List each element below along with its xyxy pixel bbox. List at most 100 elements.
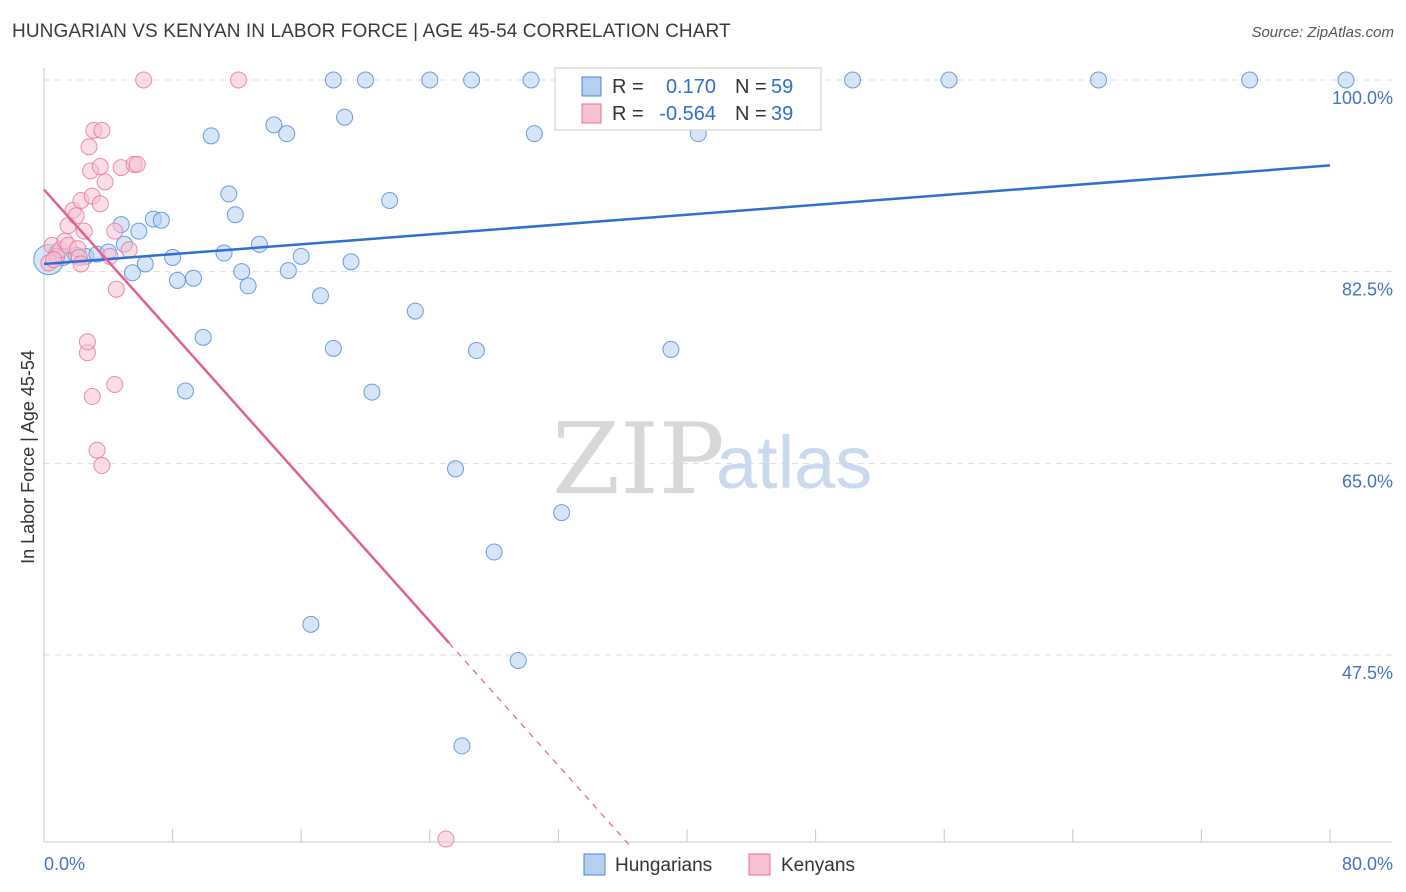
- kenyan-point-25: [93, 457, 111, 475]
- hungarian-point-33: [336, 108, 354, 126]
- kenyan-point-23: [91, 158, 109, 176]
- y-tick-label-0: 100.0%: [1332, 88, 1393, 108]
- legend-n-value-hungarians: 59: [771, 76, 793, 98]
- hungarian-point-37: [406, 302, 424, 320]
- axis-layer: 100.0% 82.5% 65.0% 47.5% 0.0% 80.0%: [43, 68, 1393, 874]
- hungarian-point-19: [202, 127, 220, 145]
- y-axis-title: In Labor Force | Age 45-54: [18, 350, 38, 564]
- hungarian-point-36: [381, 191, 399, 209]
- watermark-atlas: atlas: [716, 421, 872, 504]
- kenyan-point-13: [75, 222, 93, 240]
- chart-title: HUNGARIAN VS KENYAN IN LABOR FORCE | AGE…: [12, 21, 731, 42]
- kenyan-point-21: [88, 441, 106, 459]
- points-layer: [33, 71, 1355, 848]
- source-label: Source: ZipAtlas.com: [1251, 24, 1394, 41]
- hungarian-point-32: [324, 339, 342, 357]
- kenyan-point-30: [107, 280, 125, 298]
- stats-legend: R = 0.170 N = 59 R = -0.564 N = 39: [554, 67, 822, 131]
- x-tick-label-1: 80.0%: [1342, 854, 1393, 874]
- hungarian-point-15: [168, 271, 186, 289]
- series-legend-label-hungarians[interactable]: Hungarians: [615, 855, 712, 876]
- kenyan-point-29: [106, 375, 124, 393]
- hungarian-point-20: [215, 244, 233, 262]
- hungarian-point-48: [421, 71, 439, 89]
- hungarian-point-43: [553, 504, 571, 522]
- y-tick-label-2: 65.0%: [1342, 471, 1393, 491]
- hungarian-point-31: [311, 287, 329, 305]
- kenyan-point-26: [96, 173, 114, 191]
- kenyan-point-38: [45, 251, 63, 269]
- legend-n-label-kenyans: N =: [735, 103, 767, 125]
- kenyan-point-12: [72, 255, 90, 273]
- hungarian-point-34: [342, 253, 360, 271]
- y-tick-label-1: 82.5%: [1342, 280, 1393, 300]
- series-legend-label-kenyans[interactable]: Kenyans: [781, 855, 855, 876]
- hungarian-point-17: [194, 328, 212, 346]
- kenyan-trend-line: [43, 188, 451, 644]
- hungarian-point-57: [1337, 71, 1355, 89]
- hungarian-point-42: [525, 125, 543, 143]
- kenyan-point-36: [230, 71, 248, 89]
- hungarian-point-13: [152, 211, 170, 229]
- kenyan-point-35: [135, 71, 153, 89]
- kenyan-point-8: [67, 207, 85, 225]
- legend-r-label-kenyans: R =: [612, 103, 644, 125]
- hungarian-point-47: [357, 71, 374, 89]
- hungarian-point-11: [136, 255, 154, 273]
- trend-layer: [43, 164, 1331, 848]
- hungarian-point-41: [509, 651, 527, 669]
- series-legend-swatch-hungarians[interactable]: [583, 853, 606, 876]
- hungarian-point-39: [467, 342, 485, 360]
- kenyan-point-15: [78, 333, 96, 351]
- hungarian-point-9: [123, 264, 141, 282]
- watermark: ZIP atlas: [552, 403, 872, 517]
- hungarian-point-50: [522, 71, 540, 89]
- legend-n-value-kenyans: 39: [771, 103, 793, 125]
- series-legend-swatch-kenyans[interactable]: [748, 853, 771, 876]
- hungarian-point-26: [265, 116, 283, 134]
- hungarian-point-55: [1090, 71, 1108, 89]
- legend-swatch-hungarians: [581, 76, 602, 97]
- hungarian-point-54: [940, 71, 958, 89]
- kenyan-point-22: [91, 195, 109, 213]
- kenyan-point-24: [93, 121, 111, 139]
- hungarian-point-16: [184, 269, 202, 287]
- hungarian-point-35: [363, 383, 381, 401]
- hungarian-point-14: [164, 248, 182, 266]
- hungarian-point-46: [324, 71, 342, 89]
- legend-r-value-kenyans: -0.564: [659, 103, 716, 125]
- hungarian-point-29: [292, 247, 310, 265]
- hungarian-point-27: [278, 125, 296, 143]
- y-tick-label-3: 47.5%: [1342, 663, 1393, 683]
- hungarian-point-40: [485, 543, 503, 561]
- hungarian-trend-line: [43, 164, 1331, 266]
- watermark-zip: ZIP: [552, 403, 725, 517]
- hungarian-point-28: [279, 262, 297, 280]
- legend-n-label-hungarians: N =: [735, 76, 767, 98]
- legend-r-label-hungarians: R =: [612, 76, 644, 98]
- legend-swatch-kenyans: [581, 103, 602, 124]
- kenyan-point-32: [120, 241, 138, 259]
- x-tick-label-0: 0.0%: [44, 854, 85, 874]
- hungarian-point-25: [250, 235, 268, 253]
- hungarian-point-49: [463, 71, 481, 89]
- hungarian-point-23: [233, 263, 251, 281]
- legend-r-value-hungarians: 0.170: [666, 76, 716, 98]
- hungarian-point-38: [447, 460, 465, 478]
- hungarian-point-56: [1241, 71, 1259, 89]
- hungarian-point-10: [130, 222, 148, 240]
- hungarian-point-22: [226, 206, 244, 224]
- series-legend: Hungarians Kenyans: [583, 853, 855, 876]
- hungarian-point-44: [662, 340, 680, 358]
- kenyan-point-16: [80, 138, 98, 156]
- hungarian-point-58: [453, 737, 471, 755]
- hungarian-point-18: [176, 382, 194, 400]
- grid-layer: [44, 79, 1392, 656]
- kenyan-point-19: [83, 388, 101, 406]
- kenyan-point-34: [128, 155, 146, 173]
- kenyan-trend-extension: [448, 642, 632, 848]
- hungarian-point-30: [302, 615, 320, 633]
- hungarian-point-21: [220, 185, 238, 203]
- hungarian-point-53: [844, 71, 862, 89]
